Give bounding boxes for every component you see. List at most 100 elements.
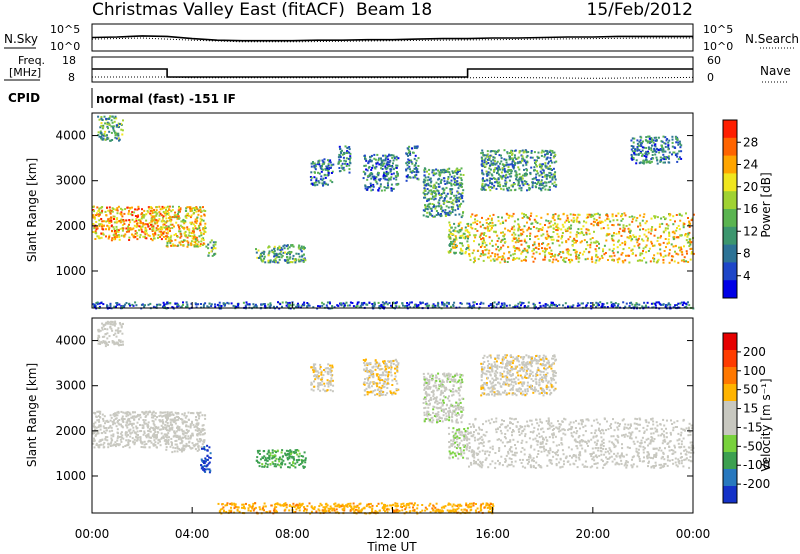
- range-gate-cell: [114, 230, 117, 232]
- range-gate-cell: [134, 230, 137, 232]
- range-gate-cell: [141, 225, 144, 228]
- range-gate-cell: [326, 301, 329, 304]
- range-gate-cell: [508, 179, 511, 182]
- range-gate-cell: [454, 209, 457, 212]
- range-gate-cell: [516, 305, 519, 308]
- range-gate-cell: [119, 323, 122, 326]
- range-gate-cell: [527, 184, 530, 187]
- range-gate-cell: [547, 188, 550, 191]
- range-gate-cell: [453, 252, 456, 255]
- range-gate-cell: [174, 239, 177, 242]
- range-gate-cell: [517, 234, 520, 237]
- range-gate-cell: [107, 343, 109, 346]
- range-gate-cell: [650, 158, 653, 160]
- range-gate-cell: [467, 222, 470, 225]
- range-gate-cell: [292, 245, 295, 248]
- range-gate-cell: [553, 173, 556, 176]
- range-gate-cell: [558, 244, 561, 247]
- range-gate-cell: [154, 444, 157, 447]
- range-gate-cell: [652, 306, 655, 309]
- range-gate-cell: [577, 228, 580, 231]
- range-gate-cell: [122, 219, 125, 221]
- range-gate-cell: [191, 420, 193, 423]
- range-gate-cell: [537, 248, 540, 250]
- range-gate-cell: [574, 214, 577, 216]
- range-gate-cell: [173, 435, 176, 437]
- range-gate-cell: [408, 145, 411, 148]
- range-gate-cell: [95, 214, 98, 217]
- range-gate-cell: [196, 220, 199, 222]
- range-gate-cell: [552, 213, 555, 216]
- range-gate-cell: [531, 222, 534, 225]
- range-gate-cell: [506, 152, 509, 155]
- range-gate-cell: [614, 302, 617, 304]
- range-gate-cell: [503, 260, 506, 262]
- range-gate-cell: [373, 305, 376, 308]
- range-gate-cell: [629, 235, 632, 237]
- range-gate-cell: [179, 418, 182, 420]
- range-gate-cell: [631, 137, 634, 140]
- range-gate-cell: [204, 222, 207, 225]
- range-gate-cell: [456, 230, 459, 233]
- range-gate-cell: [141, 411, 144, 414]
- range-gate-cell: [108, 227, 111, 230]
- range-gate-cell: [505, 173, 508, 176]
- range-gate-cell: [195, 207, 198, 210]
- range-gate-cell: [616, 258, 619, 261]
- range-gate-cell: [468, 304, 471, 307]
- range-gate-cell: [650, 229, 653, 232]
- range-gate-cell: [577, 260, 580, 263]
- range-gate-cell: [378, 187, 381, 190]
- range-gate-cell: [572, 239, 575, 242]
- range-gate-cell: [490, 217, 493, 220]
- range-gate-cell: [93, 210, 95, 213]
- range-gate-cell: [502, 235, 505, 237]
- range-gate-cell: [392, 168, 395, 171]
- range-gate-cell: [544, 153, 547, 156]
- range-gate-cell: [166, 441, 169, 444]
- range-gate-cell: [514, 249, 516, 252]
- range-gate-cell: [426, 193, 429, 196]
- range-gate-cell: [121, 425, 124, 428]
- range-gate-cell: [395, 178, 398, 181]
- range-gate-cell: [611, 224, 614, 226]
- range-gate-cell: [386, 178, 389, 181]
- range-gate-cell: [639, 224, 642, 227]
- range-gate-cell: [528, 218, 531, 221]
- range-gate-cell: [638, 140, 641, 143]
- range-gate-cell: [296, 306, 299, 309]
- range-gate-cell: [95, 228, 98, 231]
- range-gate-cell: [104, 436, 107, 439]
- range-gate-cell: [670, 243, 673, 246]
- range-gate-cell: [489, 255, 492, 258]
- range-gate-cell: [522, 174, 524, 177]
- range-gate-cell: [657, 136, 660, 139]
- range-gate-cell: [460, 202, 463, 205]
- range-gate-cell: [201, 429, 204, 432]
- range-gate-cell: [101, 438, 104, 441]
- range-gate-cell: [124, 208, 127, 211]
- range-gate-cell: [571, 244, 574, 247]
- range-gate-cell: [372, 176, 375, 179]
- range-gate-cell: [448, 251, 451, 254]
- range-gate-cell: [473, 234, 476, 237]
- range-gate-cell: [199, 222, 202, 225]
- range-gate-cell: [154, 412, 157, 415]
- range-gate-cell: [186, 245, 189, 248]
- range-gate-cell: [164, 442, 167, 445]
- range-gate-cell: [531, 255, 534, 258]
- range-gate-cell: [115, 137, 118, 140]
- range-gate-cell: [111, 210, 114, 213]
- range-gate-cell: [528, 188, 531, 191]
- range-gate-cell: [162, 414, 165, 417]
- range-gate-cell: [383, 176, 386, 179]
- range-gate-cell: [172, 243, 175, 246]
- range-gate-cell: [461, 242, 463, 245]
- range-gate-cell: [165, 448, 168, 451]
- range-gate-cell: [489, 242, 491, 245]
- range-gate-cell: [432, 190, 435, 193]
- range-gate-cell: [543, 155, 546, 158]
- range-gate-cell: [102, 303, 105, 306]
- range-gate-cell: [478, 243, 481, 246]
- range-gate-cell: [515, 178, 518, 181]
